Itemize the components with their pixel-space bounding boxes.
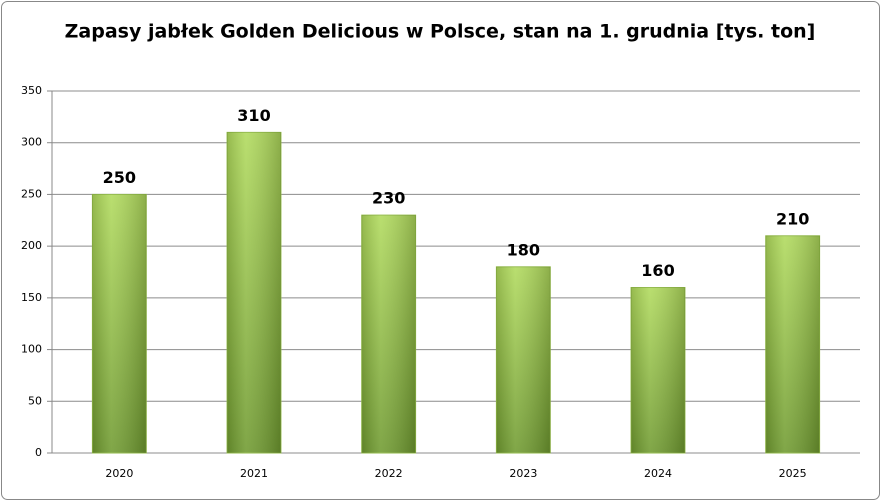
data-label: 210 xyxy=(776,209,809,228)
data-label: 160 xyxy=(641,261,674,280)
data-label: 230 xyxy=(372,189,405,208)
y-tick-label: 50 xyxy=(28,394,42,407)
y-tick-label: 0 xyxy=(35,446,42,459)
x-tick-label: 2021 xyxy=(240,467,268,480)
x-tick-label: 2024 xyxy=(644,467,672,480)
data-label: 250 xyxy=(103,168,136,187)
data-label: 310 xyxy=(237,106,270,125)
bar xyxy=(226,131,282,454)
x-tick-label: 2022 xyxy=(375,467,403,480)
y-tick-label: 100 xyxy=(21,343,42,356)
x-tick-label: 2023 xyxy=(509,467,537,480)
y-tick-label: 300 xyxy=(21,136,42,149)
y-tick-label: 250 xyxy=(21,187,42,200)
bar xyxy=(765,235,821,454)
y-tick-label: 350 xyxy=(21,84,42,97)
bar xyxy=(495,266,551,454)
y-tick-label: 150 xyxy=(21,291,42,304)
bar xyxy=(630,287,686,454)
data-label: 180 xyxy=(507,240,540,259)
y-tick-label: 200 xyxy=(21,239,42,252)
bar xyxy=(91,193,147,454)
x-tick-label: 2020 xyxy=(105,467,133,480)
bar xyxy=(361,214,417,454)
chart-title: Zapasy jabłek Golden Delicious w Polsce,… xyxy=(65,21,816,43)
x-tick-label: 2025 xyxy=(779,467,807,480)
